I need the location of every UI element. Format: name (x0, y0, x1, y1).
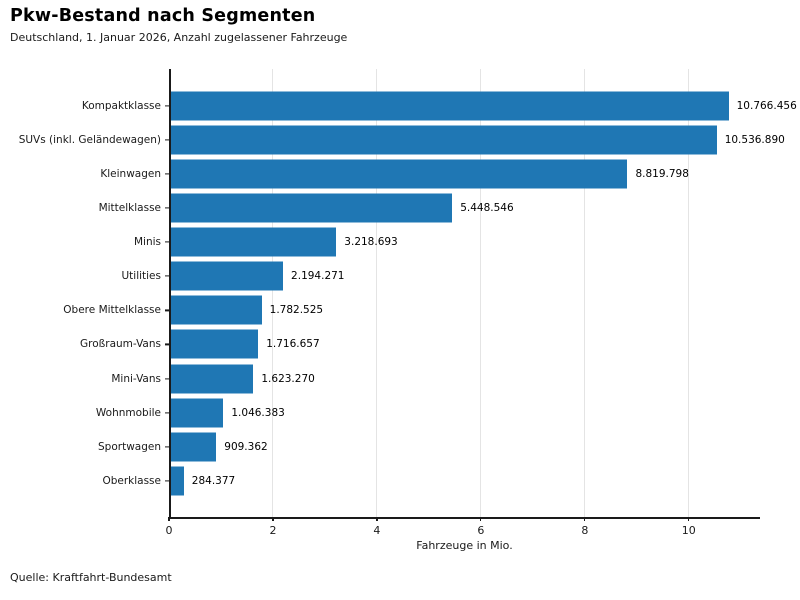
gridline (376, 69, 378, 517)
value-label: 10.536.890 (724, 133, 785, 146)
bar-row: Minis 3.218.693 (134, 225, 760, 259)
x-tick-label: 8 (581, 524, 589, 537)
bar (169, 125, 717, 155)
x-tick-label: 10 (681, 524, 696, 537)
y-tick-mark (165, 480, 169, 482)
x-tick-mark (480, 517, 482, 521)
gridline (480, 69, 482, 517)
value-label: 909.362 (224, 440, 268, 453)
y-tick-mark (165, 275, 169, 277)
gridline (584, 69, 586, 517)
bar (169, 432, 217, 462)
value-label: 5.448.546 (460, 201, 514, 214)
bar (169, 159, 628, 189)
bar-row: Obere Mittelklasse 1.782.525 (63, 293, 760, 327)
bar (169, 91, 729, 120)
x-tick-mark (376, 517, 378, 521)
plot-area: Kompaktklasse 10.766.456 SUVs (inkl. Gelän… (19, 69, 797, 537)
x-tick-label: 0 (165, 524, 173, 537)
bar (169, 193, 453, 223)
bar (169, 364, 254, 394)
category-label: Mini-Vans (111, 372, 161, 385)
y-tick-mark (165, 241, 169, 243)
x-tick-mark (272, 517, 274, 521)
x-tick-label: 2 (269, 524, 277, 537)
value-label: 1.046.383 (231, 406, 285, 419)
bar (169, 329, 259, 359)
bar-row: SUVs (inkl. Geländewagen) 10.536.890 (19, 123, 785, 157)
bar (169, 227, 337, 257)
category-label: Kleinwagen (100, 167, 161, 180)
gridline (688, 69, 690, 517)
x-tick-mark (688, 517, 690, 521)
value-label: 1.716.657 (266, 338, 320, 351)
gridline (272, 69, 274, 517)
y-tick-mark (165, 377, 169, 380)
y-tick-mark (165, 104, 169, 107)
category-label: Oberklasse (102, 474, 161, 487)
value-label: 1.623.270 (261, 372, 315, 385)
value-label: 284.377 (191, 474, 236, 487)
bar (169, 398, 224, 428)
y-tick-mark (165, 207, 169, 209)
y-tick-mark (165, 173, 169, 175)
category-label: SUVs (inkl. Geländewagen) (18, 133, 161, 146)
bar-row: Oberklasse 284.377 (102, 464, 760, 498)
bar-row: Kompaktklasse 10.766.456 (82, 89, 797, 123)
x-tick-label: 6 (477, 524, 485, 537)
category-label: Obere Mittelklasse (63, 304, 161, 317)
value-label: 1.782.525 (269, 304, 324, 317)
y-tick-mark (165, 343, 169, 346)
bar-row: Großraum-Vans 1.716.657 (80, 327, 760, 361)
x-axis-label: Fahrzeuge in Mio. (416, 539, 513, 552)
bar (169, 466, 184, 496)
x-tick-mark (168, 517, 170, 521)
category-label: Wohnmobile (95, 406, 161, 419)
category-label: Mittelklasse (98, 201, 161, 214)
bar-row: Kleinwagen 8.819.798 (100, 157, 760, 191)
category-label: Kompaktklasse (81, 99, 161, 112)
value-label: 8.819.798 (635, 167, 689, 180)
bar-row: Utilities 2.194.271 (121, 259, 760, 293)
category-label: Minis (133, 236, 161, 249)
y-tick-mark (165, 446, 169, 448)
bar (169, 261, 284, 291)
value-label: 3.218.693 (344, 236, 398, 249)
x-tick-mark (584, 517, 586, 521)
chart-subtitle: Deutschland, 1. Januar 2026, Anzahl zuge… (10, 31, 348, 44)
category-label: Utilities (121, 270, 161, 283)
bar-row: Mini-Vans 1.623.270 (111, 362, 760, 396)
y-tick-mark (165, 412, 169, 414)
y-axis-line (169, 69, 171, 517)
category-label: Großraum-Vans (80, 338, 161, 351)
x-tick-label: 4 (373, 524, 381, 537)
value-label: 10.766.456 (736, 99, 797, 112)
x-axis-line (169, 517, 760, 519)
y-tick-mark (165, 139, 169, 141)
bar-row: Sportwagen 909.362 (98, 430, 760, 464)
chart-title: Pkw-Bestand nach Segmenten (10, 6, 316, 26)
bar-row: Mittelklasse 5.448.546 (99, 191, 760, 225)
bar (169, 295, 262, 325)
category-label: Sportwagen (98, 440, 161, 453)
bar-row: Wohnmobile 1.046.383 (96, 396, 760, 430)
y-tick-mark (165, 309, 169, 311)
value-label: 2.194.271 (291, 270, 345, 283)
source-note: Quelle: Kraftfahrt-Bundesamt (10, 571, 172, 584)
